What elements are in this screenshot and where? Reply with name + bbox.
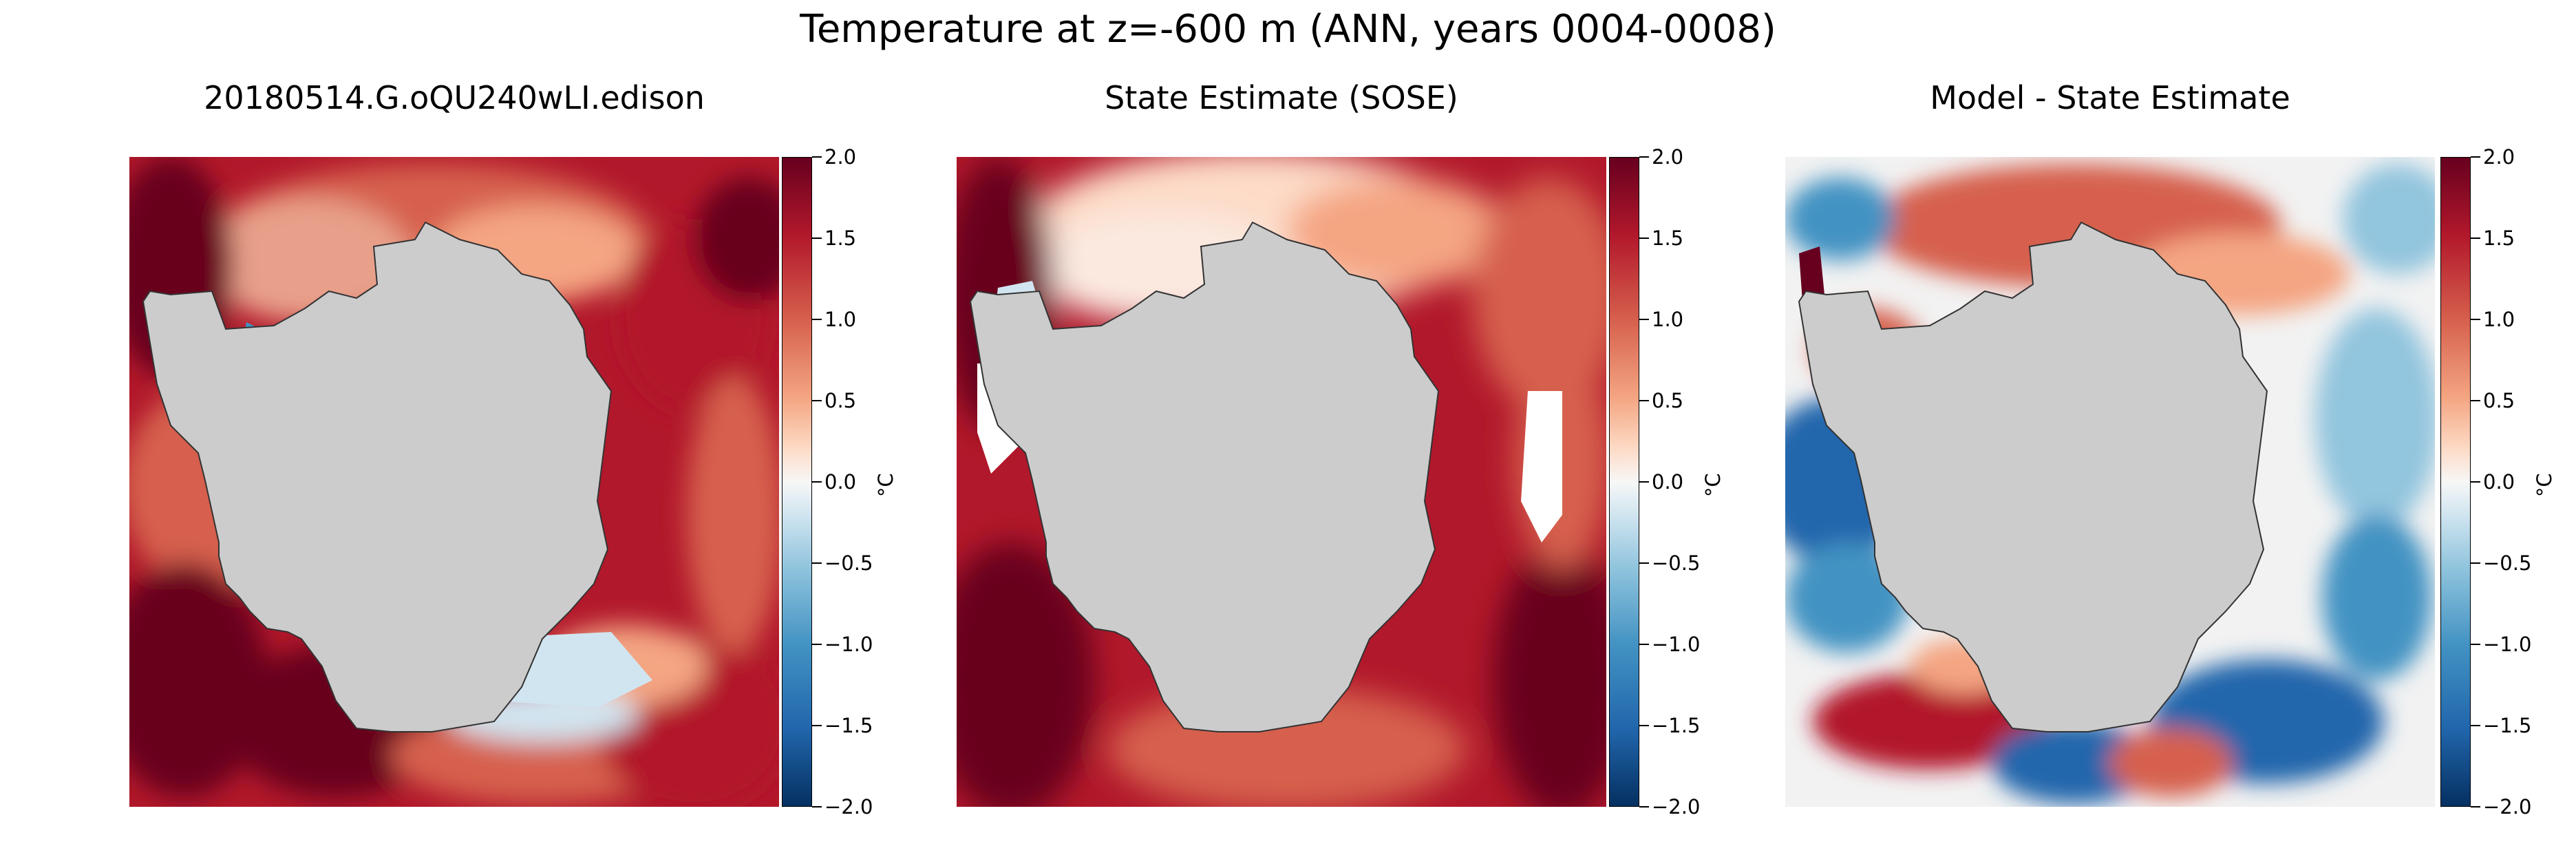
colorbar-tick-label: −0.5 — [824, 551, 873, 575]
colorbar-tick — [812, 481, 822, 483]
colorbar-tick — [812, 319, 822, 320]
colorbar-tick — [812, 156, 822, 158]
colorbar-tick-label: −2.0 — [1652, 795, 1701, 819]
colorbar-tick — [812, 400, 822, 401]
colorbar-tick-label: 0.5 — [2483, 389, 2515, 412]
colorbar-unit-label: °C — [2533, 473, 2556, 497]
colorbar-tick-label: 2.0 — [824, 145, 857, 169]
colorbar-tick — [2471, 644, 2480, 645]
colorbar-tick-label: 1.5 — [824, 226, 857, 250]
colorbar-tick-label: 2.0 — [1652, 145, 1684, 169]
panel-2-title: State Estimate (SOSE) — [1105, 79, 1458, 116]
cold-patch — [1521, 391, 1562, 542]
colorbar-tick-label: −1.5 — [2483, 714, 2532, 737]
panel-3-map — [1785, 157, 2435, 807]
colorbar-tick-label: 0.5 — [1652, 389, 1684, 412]
colorbar-tick-label: 0.5 — [824, 389, 857, 412]
colorbar-tick — [1639, 400, 1649, 401]
colorbar-tick — [2471, 562, 2480, 564]
colorbar-tick — [2471, 806, 2480, 807]
colorbar-tick-label: 0.0 — [824, 470, 857, 494]
figure-title: Temperature at z=-600 m (ANN, years 0004… — [800, 7, 1776, 52]
colorbar-tick-label: −1.0 — [824, 633, 873, 656]
colorbar-tick — [2471, 481, 2480, 483]
colorbar-tick — [1639, 725, 1649, 726]
colorbar-tick — [1639, 237, 1649, 239]
colorbar-tick — [2471, 237, 2480, 239]
colorbar-tick-label: −1.0 — [2483, 633, 2532, 656]
panel-3-title: Model - State Estimate — [1930, 79, 2290, 116]
colorbar-tick-label: 1.5 — [1652, 226, 1684, 250]
colorbar-tick — [1639, 156, 1649, 158]
colorbar-tick-label: −2.0 — [824, 795, 873, 819]
colorbar-2 — [1609, 157, 1639, 807]
colorbar-tick — [812, 562, 822, 564]
colorbar-tick-label: −0.5 — [2483, 551, 2532, 575]
panel-1-title: 20180514.G.oQU240wLI.edison — [204, 79, 705, 116]
colorbar-tick-label: 0.0 — [2483, 470, 2515, 494]
colorbar-tick-label: −1.5 — [1652, 714, 1701, 737]
colorbar-unit-label: °C — [1701, 473, 1725, 497]
antarctica-land — [1798, 221, 2268, 732]
colorbar-tick — [1639, 644, 1649, 645]
colorbar-tick — [1639, 319, 1649, 320]
colorbar-tick-label: 0.0 — [1652, 470, 1684, 494]
colorbar-tick-label: 1.0 — [824, 308, 857, 331]
colorbar-tick — [1639, 806, 1649, 807]
colorbar-1 — [782, 157, 812, 807]
colorbar-tick — [812, 725, 822, 726]
colorbar-unit-label: °C — [874, 473, 897, 497]
colorbar-tick-label: 2.0 — [2483, 145, 2515, 169]
colorbar-tick-label: −0.5 — [1652, 551, 1701, 575]
colorbar-tick-label: −1.5 — [824, 714, 873, 737]
colorbar-tick — [812, 806, 822, 807]
colorbar-tick-label: 1.0 — [2483, 308, 2515, 331]
colorbar-tick-label: 1.0 — [1652, 308, 1684, 331]
colorbar-tick — [2471, 400, 2480, 401]
antarctica-land — [969, 221, 1440, 732]
colorbar-tick — [812, 644, 822, 645]
colorbar-3 — [2440, 157, 2471, 807]
panel-1-map — [129, 157, 779, 807]
colorbar-tick — [812, 237, 822, 239]
colorbar-tick — [2471, 319, 2480, 320]
colorbar-tick — [2471, 725, 2480, 726]
colorbar-tick-label: 1.5 — [2483, 226, 2515, 250]
colorbar-tick-label: −1.0 — [1652, 633, 1701, 656]
colorbar-tick-label: −2.0 — [2483, 795, 2532, 819]
panel-2-map — [957, 157, 1606, 807]
colorbar-tick — [1639, 481, 1649, 483]
antarctica-land — [142, 221, 613, 732]
colorbar-tick — [1639, 562, 1649, 564]
colorbar-tick — [2471, 156, 2480, 158]
